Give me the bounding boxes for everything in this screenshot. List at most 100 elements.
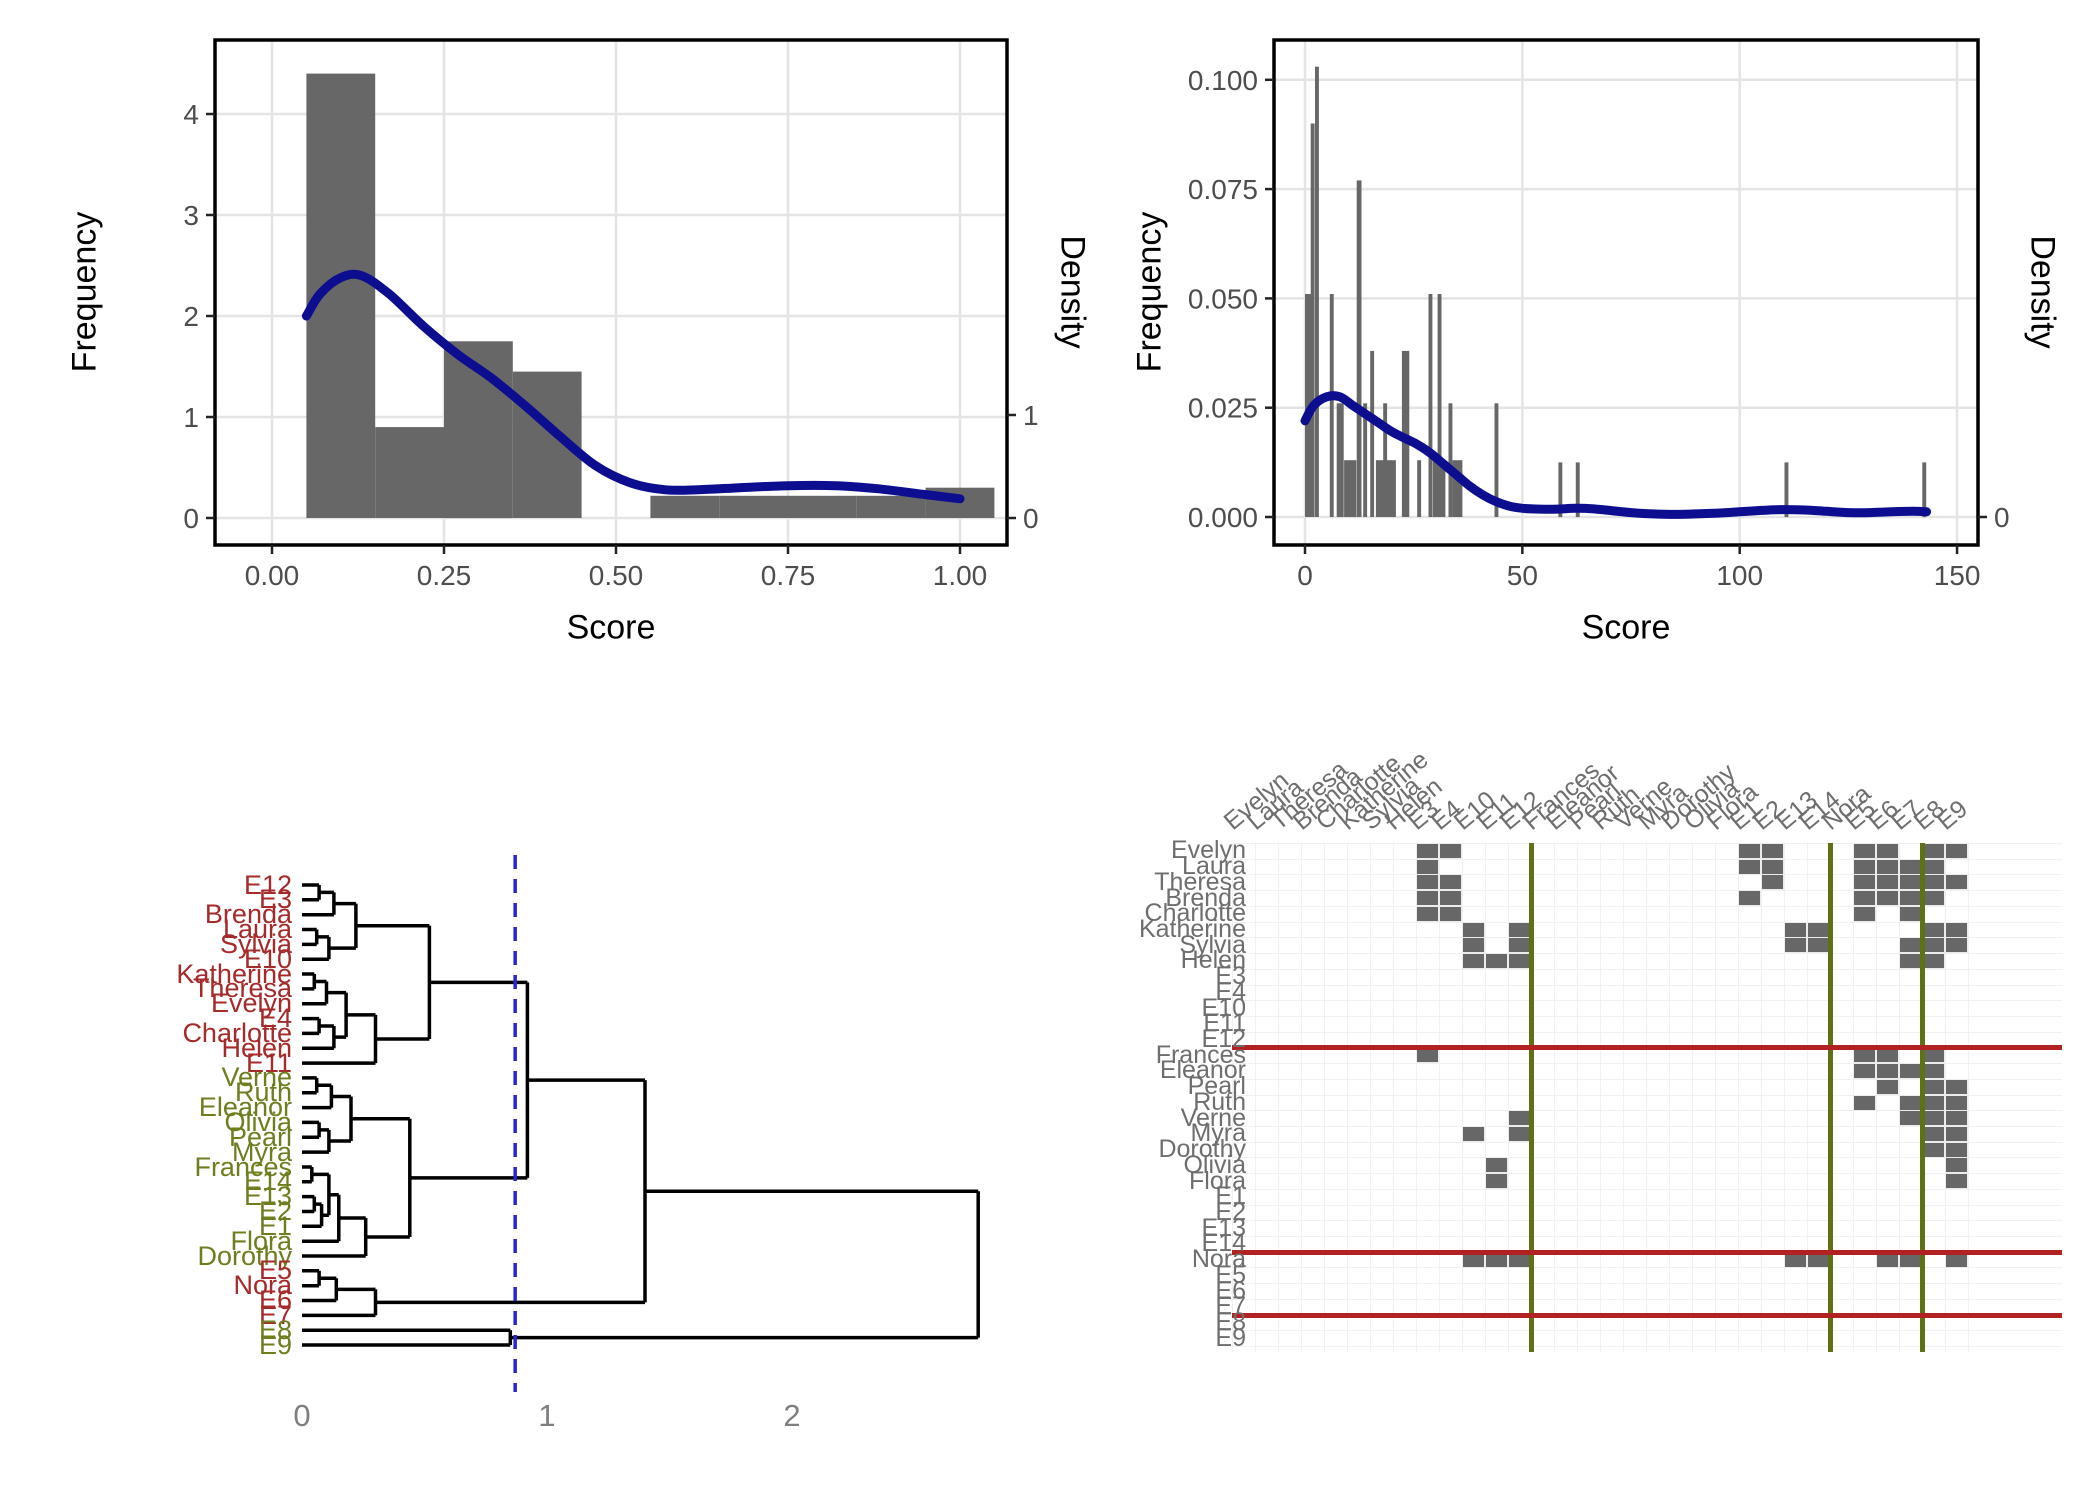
matrix-cell — [1416, 905, 1439, 922]
matrix-grid-line — [1692, 843, 1693, 1352]
matrix-grid-line — [1232, 984, 2062, 986]
x-tick-label: 0.50 — [589, 560, 644, 591]
olive-cluster-line — [1828, 843, 1833, 1352]
matrix-cell — [1899, 1094, 1922, 1111]
matrix-cell — [1922, 921, 1945, 938]
matrix-grid-line — [1232, 1126, 2062, 1127]
matrix-grid-line — [1232, 1283, 2062, 1285]
matrix-grid-line — [1968, 843, 1969, 1352]
matrix-grid-line — [1738, 843, 1739, 1352]
histogram-bar — [1383, 403, 1388, 517]
y-tick-label: 0.025 — [1188, 393, 1258, 424]
dendrogram-leaf-label: E9 — [258, 1329, 292, 1360]
matrix-row-label: Theresa — [1154, 867, 1246, 896]
histogram-bar — [1370, 350, 1375, 517]
red-cluster-line — [1232, 1312, 2062, 1318]
histogram-bar — [1417, 460, 1422, 517]
matrix-cell — [1508, 953, 1531, 969]
matrix-grid-line — [1761, 843, 1762, 1352]
matrix-row-label: Nora — [1191, 1245, 1246, 1274]
matrix-row-label: E8 — [1215, 1308, 1246, 1336]
matrix-grid-line — [1876, 843, 1877, 1352]
matrix-row-label: Brenda — [1165, 883, 1246, 912]
matrix-cell — [1945, 843, 1968, 859]
matrix-grid-line — [1232, 1330, 2062, 1332]
matrix-grid-line — [1232, 890, 2062, 892]
x-tick-label: 0.75 — [761, 560, 816, 591]
dendrogram-plot — [302, 855, 980, 1392]
matrix-cell — [1922, 1078, 1945, 1095]
y-tick-label: 0.000 — [1188, 502, 1258, 533]
matrix-cell — [1853, 874, 1876, 891]
matrix-cell — [1807, 937, 1830, 954]
matrix-row-label: E4 — [1215, 977, 1246, 1006]
histogram-bar — [1363, 403, 1368, 517]
matrix-grid-line — [1232, 1220, 2062, 1222]
tr-y-axis-title: Frequency — [1130, 211, 1169, 373]
dendrogram-leaf-label: Laura — [222, 914, 292, 944]
histogram-bar — [856, 495, 926, 518]
matrix-row-label: E3 — [1215, 962, 1246, 991]
olive-cluster-line — [1529, 843, 1534, 1352]
matrix-grid-line — [1577, 843, 1578, 1352]
matrix-grid-line — [1439, 843, 1440, 1352]
matrix-cell — [1853, 858, 1876, 875]
matrix-grid-line — [1232, 1094, 2062, 1096]
dendrogram-leaf-label: Eleanor — [198, 1092, 292, 1123]
matrix-row-label: E5 — [1215, 1260, 1246, 1289]
matrix-cell — [1922, 858, 1945, 875]
histogram-bar — [1356, 180, 1362, 517]
histogram-bar — [1315, 66, 1319, 517]
matrix-cell — [1899, 937, 1922, 954]
dendrogram-leaf-label: E10 — [243, 943, 292, 974]
y-tick-label: 2 — [183, 301, 199, 332]
histogram-bar — [650, 495, 720, 518]
y-tick-label: 0.050 — [1188, 283, 1258, 314]
matrix-grid-line — [1278, 843, 1279, 1352]
matrix-cell — [1945, 937, 1968, 954]
histogram-bar — [1494, 403, 1499, 517]
matrix-row-label: Dorothy — [1158, 1135, 1246, 1163]
matrix-cell — [1922, 890, 1945, 907]
dendrogram-leaf-label: E1 — [258, 1210, 292, 1241]
matrix-cell — [1439, 874, 1462, 891]
histogram-bar — [1437, 294, 1442, 517]
y-tick-label: 0 — [183, 503, 199, 534]
matrix-row-label: Flora — [1189, 1166, 1246, 1195]
panel-border — [1272, 38, 1980, 547]
matrix-grid-line — [1232, 1110, 2062, 1112]
matrix-grid-line — [1232, 1188, 2062, 1190]
dendrogram-leaf-label: Theresa — [192, 973, 292, 1004]
matrix-grid-line — [1232, 1031, 2062, 1033]
matrix-grid-line — [1232, 968, 2062, 970]
x-tick-label: 0 — [1297, 560, 1313, 591]
matrix-row-label: Laura — [1182, 852, 1246, 881]
matrix-cell — [1922, 843, 1945, 859]
matrix-cell — [1876, 858, 1899, 875]
matrix-grid-line — [1715, 843, 1716, 1352]
matrix-cell — [1922, 874, 1945, 891]
matrix-row-label: Myra — [1190, 1119, 1246, 1148]
matrix-cell — [1945, 1157, 1968, 1174]
matrix-grid-line — [1623, 843, 1624, 1352]
matrix-cell — [1761, 874, 1784, 891]
matrix-grid-line — [1232, 953, 2062, 954]
y-tick-label: 4 — [183, 99, 199, 130]
x-tick-label: 150 — [1934, 560, 1981, 591]
matrix-row-label: Pearl — [1187, 1072, 1246, 1101]
histogram-bar — [1452, 460, 1463, 517]
density-curve — [1300, 391, 1932, 519]
dendrogram-leaf-label: E7 — [258, 1299, 292, 1330]
matrix-grid-line — [1301, 843, 1302, 1352]
histogram-bar — [788, 495, 857, 518]
histogram-bar — [1448, 403, 1453, 517]
matrix-cell — [1853, 905, 1876, 922]
matrix-row-label: Sylvia — [1179, 930, 1246, 959]
dendrogram-leaf-label: E12 — [243, 869, 292, 900]
dendrogram-leaf-label: Myra — [232, 1136, 292, 1167]
y-tick-label: 1 — [183, 402, 199, 433]
matrix-cell — [1922, 953, 1945, 969]
matrix-cell — [1761, 858, 1784, 875]
histogram-raw-plot: 0 50 100 150 0.000 0.025 0.050 0.075 0.100 0 — [1188, 38, 2010, 591]
matrix-row-label: E1 — [1215, 1182, 1246, 1211]
